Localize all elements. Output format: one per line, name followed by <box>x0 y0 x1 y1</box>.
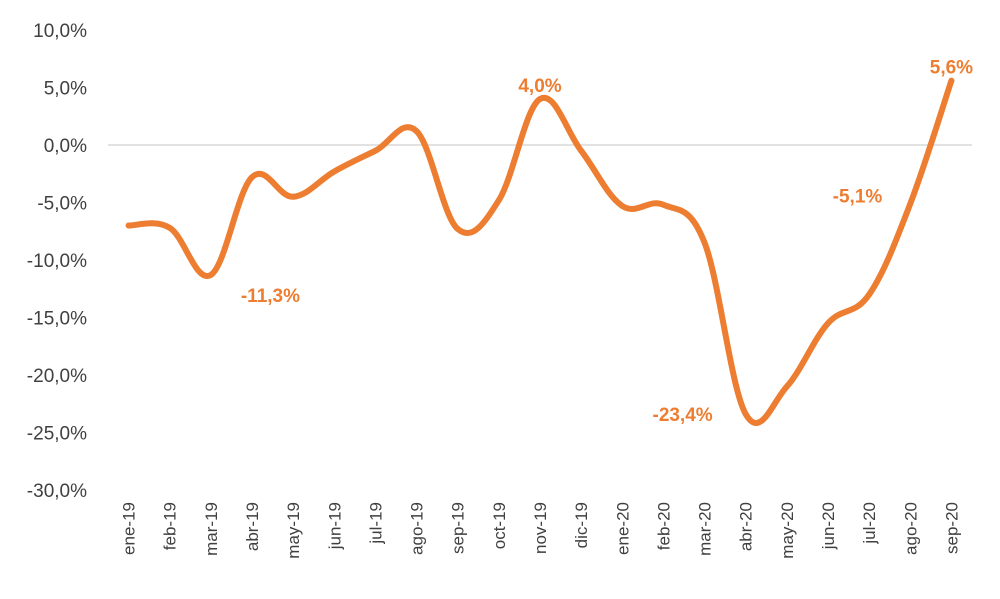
y-tick-label: -20,0% <box>27 366 87 387</box>
x-tick-label: ago-20 <box>901 502 920 555</box>
y-tick-label: 5,0% <box>44 79 87 100</box>
data-label: -5,1% <box>833 187 883 208</box>
x-tick-label: jul-19 <box>366 502 385 545</box>
x-tick-label: ago-19 <box>408 502 427 555</box>
x-tick-label: feb-20 <box>654 502 673 550</box>
y-tick-label: -15,0% <box>27 309 87 330</box>
x-tick-label: may-20 <box>778 502 797 559</box>
x-tick-label: ene-20 <box>613 502 632 555</box>
x-tick-label: feb-19 <box>161 502 180 550</box>
y-tick-label: -25,0% <box>27 424 87 445</box>
y-tick-label: -30,0% <box>27 481 87 502</box>
y-tick-label: 10,0% <box>33 21 87 42</box>
x-tick-label: abr-20 <box>737 502 756 551</box>
x-tick-label: may-19 <box>284 502 303 559</box>
x-tick-label: abr-19 <box>243 502 262 551</box>
x-tick-label: sep-20 <box>942 502 961 554</box>
data-label: -11,3% <box>241 286 300 307</box>
y-tick-label: 0,0% <box>44 136 87 157</box>
y-axis-ticks: 10,0% 5,0% 0,0% -5,0% -10,0% -15,0% -20,0% -25,… <box>27 21 87 502</box>
x-tick-label: oct-19 <box>490 502 509 549</box>
data-label: 5,6% <box>930 58 973 79</box>
x-tick-label: nov-19 <box>531 502 550 554</box>
x-tick-label: jun-19 <box>325 502 344 550</box>
x-tick-label: ene-19 <box>120 502 139 555</box>
y-tick-label: -5,0% <box>37 194 87 215</box>
x-axis-ticks: ene-19 feb-19 mar-19 abr-19 may-19 jun-19 jul-… <box>120 502 962 559</box>
x-tick-label: sep-19 <box>449 502 468 554</box>
x-tick-label: mar-20 <box>696 502 715 556</box>
data-labels: -11,3% 4,0% -23,4% -5,1% 5,6% <box>241 58 973 427</box>
x-tick-label: mar-19 <box>202 502 221 556</box>
x-tick-label: jul-20 <box>860 502 879 545</box>
x-tick-label: dic-19 <box>572 502 591 548</box>
series-line <box>125 77 955 426</box>
y-tick-label: -10,0% <box>27 251 87 272</box>
x-tick-label: jun-20 <box>819 502 838 550</box>
data-label: 4,0% <box>518 76 561 97</box>
data-label: -23,4% <box>653 405 713 426</box>
